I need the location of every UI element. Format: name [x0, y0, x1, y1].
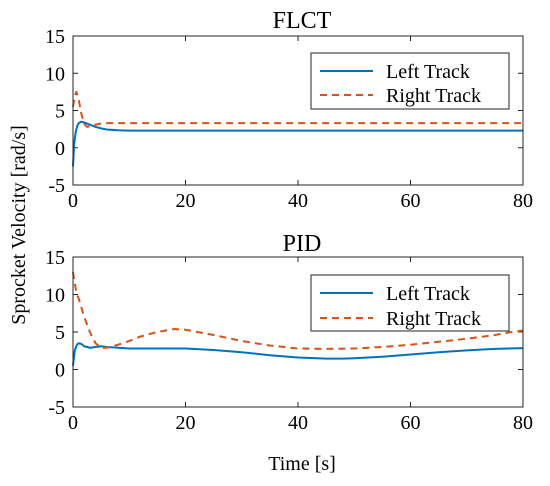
pid-legend: Left Track Right Track — [310, 274, 510, 332]
flct-title: FLCT — [273, 8, 332, 34]
pid-legend-left-track-label: Left Track — [386, 283, 470, 305]
flct-y-tick-label: 15 — [45, 26, 65, 48]
pid-y-tick-label: 5 — [55, 322, 65, 344]
pid-y-tick-label: -5 — [48, 397, 65, 419]
pid-x-tick-label: 80 — [513, 412, 533, 434]
flct-legend-box — [310, 52, 510, 110]
pid-y-tick-label: 10 — [45, 285, 65, 307]
pid-legend-right-track-label: Right Track — [386, 308, 481, 330]
flct-left-track-line — [72, 120, 523, 167]
flct-right-track-line — [72, 90, 523, 128]
shared-y-axis-label: Sprocket Velocity [rad/s] — [8, 125, 30, 325]
flct-x-tick-label: 0 — [68, 190, 78, 212]
pid-right-track-line — [72, 271, 524, 350]
pid-legend-box — [310, 274, 510, 332]
flct-y-tick-label: -5 — [48, 175, 65, 197]
flct-x-tick-label: 40 — [288, 190, 308, 212]
flct-axes-frame — [72, 35, 524, 186]
flct-legend-left-track-label: Left Track — [386, 61, 470, 83]
pid-left-track-line — [72, 342, 524, 366]
pid-x-tick-label: 60 — [401, 412, 421, 434]
flct-y-tick-label: 0 — [55, 138, 65, 160]
flct-y-tick-label: 10 — [45, 63, 65, 85]
pid-x-tick-label: 20 — [176, 412, 196, 434]
flct-x-tick-label: 60 — [401, 190, 421, 212]
pid-y-tick-label: 0 — [55, 360, 65, 382]
flct-x-tick-label: 80 — [513, 190, 533, 212]
pid-axes-frame — [72, 256, 524, 408]
shared-x-axis-label: Time [s] — [268, 453, 336, 475]
pid-x-tick-label: 40 — [288, 412, 308, 434]
pid-title: PID — [283, 231, 322, 257]
pid-x-tick-label: 0 — [68, 412, 78, 434]
flct-legend: Left Track Right Track — [310, 52, 510, 110]
flct-x-tick-label: 20 — [176, 190, 196, 212]
flct-y-tick-label: 5 — [55, 101, 65, 123]
flct-legend-right-track-label: Right Track — [386, 85, 481, 107]
pid-y-tick-label: 15 — [45, 247, 65, 269]
